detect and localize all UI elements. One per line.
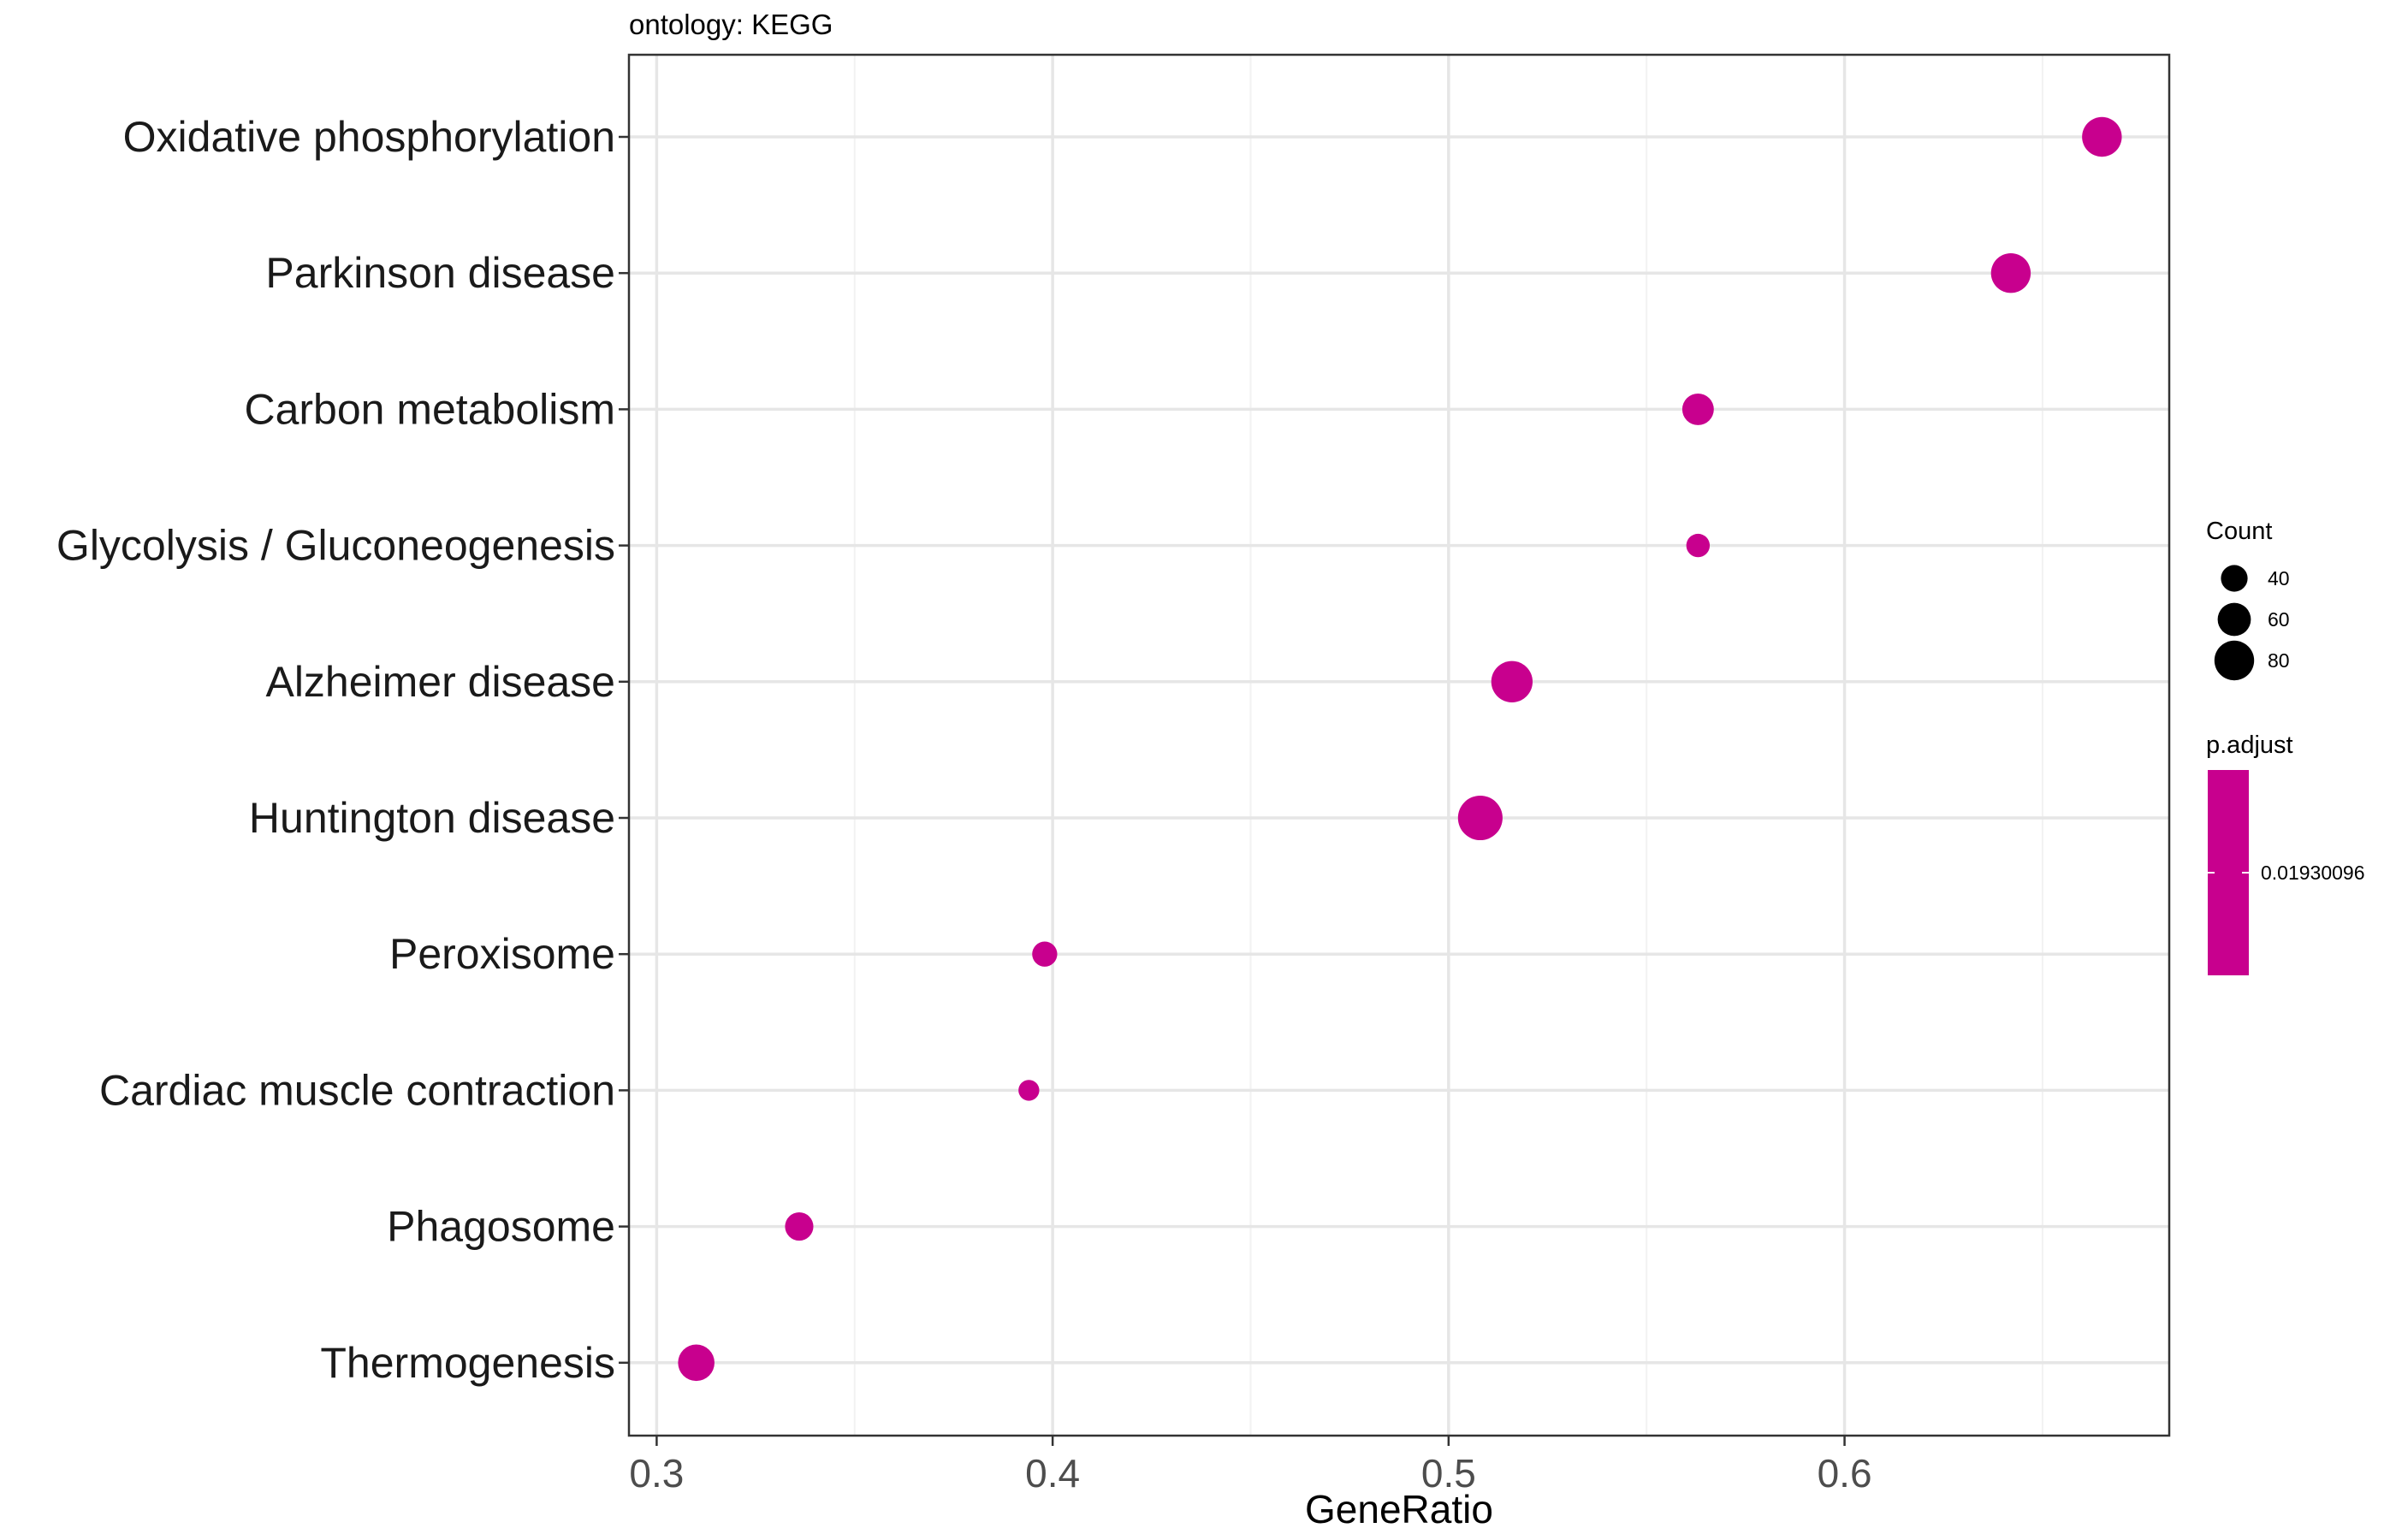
x-axis: 0.3 0.4 0.5 0.6 xyxy=(629,1436,1872,1496)
data-point xyxy=(1457,795,1503,841)
data-points xyxy=(678,116,2122,1382)
legend-count-key xyxy=(2214,640,2255,681)
y-tick-label: Alzheimer disease xyxy=(265,658,615,706)
data-point xyxy=(1018,1080,1040,1101)
y-tick-label: Huntington disease xyxy=(249,794,615,842)
plot-border xyxy=(627,53,2171,1437)
data-point xyxy=(678,1344,715,1382)
x-tick-label: 0.5 xyxy=(1421,1451,1476,1496)
plot-subtitle: ontology: KEGG xyxy=(629,9,833,40)
data-point xyxy=(785,1212,814,1241)
grid-lines xyxy=(629,55,2169,1436)
data-point xyxy=(1032,941,1058,967)
data-point xyxy=(1491,660,1533,702)
y-tick-label: Carbon metabolism xyxy=(244,385,615,433)
data-point xyxy=(2082,116,2122,157)
legend-count-key xyxy=(2221,565,2248,592)
legend-count-label: 60 xyxy=(2268,608,2290,631)
y-tick-label: Parkinson disease xyxy=(265,249,615,297)
data-point xyxy=(1686,533,1711,558)
x-tick-label: 0.3 xyxy=(629,1451,684,1496)
legend-padjust-title: p.adjust xyxy=(2206,732,2293,759)
x-tick-label: 0.6 xyxy=(1818,1451,1872,1496)
legend: Count 40 60 80 p.adjust 0.01930096 xyxy=(2206,518,2365,975)
legend-count-key xyxy=(2217,602,2251,637)
legend-count-label: 80 xyxy=(2268,649,2290,672)
y-tick-label: Phagosome xyxy=(387,1203,615,1251)
legend-count-label: 40 xyxy=(2268,567,2290,589)
legend-padjust-value: 0.01930096 xyxy=(2261,862,2365,884)
y-tick-label: Glycolysis / Gluconeogenesis xyxy=(56,522,615,570)
y-tick-label: Oxidative phosphorylation xyxy=(123,113,615,161)
y-tick-label: Thermogenesis xyxy=(320,1339,615,1387)
x-tick-label: 0.4 xyxy=(1025,1451,1080,1496)
data-point xyxy=(1681,393,1714,425)
y-tick-label: Cardiac muscle contraction xyxy=(99,1066,615,1114)
y-axis: Oxidative phosphorylation Parkinson disea… xyxy=(56,113,629,1387)
x-axis-title: GeneRatio xyxy=(1305,1487,1493,1531)
legend-count-items: 40 60 80 xyxy=(2214,565,2290,681)
y-tick-label: Peroxisome xyxy=(389,930,615,978)
plot-panel xyxy=(629,55,2169,1436)
legend-count-title: Count xyxy=(2206,518,2272,545)
data-point xyxy=(1990,253,2031,293)
